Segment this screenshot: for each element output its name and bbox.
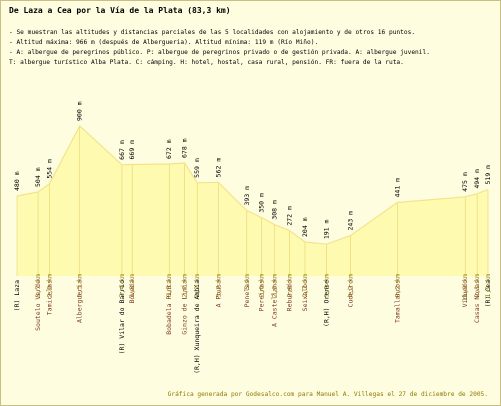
- distance-label: 2,6 km: [286, 274, 294, 298]
- distance-label: 3,7 km: [214, 274, 222, 298]
- distance-label: 11,9 km: [461, 274, 469, 301]
- place-label: (R) Laza: [13, 280, 21, 311]
- altitude-label: 480 m: [13, 171, 21, 191]
- notes-block: - Se muestran las altitudes y distancias…: [9, 28, 495, 68]
- distance-label: 1,9 km: [484, 274, 492, 298]
- place-label: Seixalbo: [301, 280, 309, 311]
- altitude-label: 350 m: [258, 193, 266, 213]
- place-label: Ginzo de Limia: [181, 280, 189, 335]
- distance-label: 2,6 km: [258, 274, 266, 298]
- altitude-label: 204 m: [301, 217, 309, 237]
- distance-label: 3,7 km: [34, 274, 42, 298]
- place-label: (R,H) Orense: [323, 280, 331, 327]
- altitude-label: 441 m: [393, 178, 401, 198]
- altitude-label: 667 m: [118, 140, 126, 160]
- place-label: Tamallancos: [393, 280, 401, 323]
- altitude-label: 494 m: [473, 169, 481, 189]
- place-label: Viduedo: [461, 280, 469, 307]
- place-label: Bóveda: [128, 280, 136, 304]
- distance-label: 1,8 km: [128, 274, 136, 298]
- place-label: Bobadela Pinta: [165, 280, 173, 335]
- note-line: - Se muestran las altitudes y distancias…: [9, 29, 416, 36]
- chart-title: De Laza a Cea por la Vía de la Plata (83…: [9, 6, 231, 15]
- distance-label: 7,4 km: [118, 274, 126, 298]
- distance-label: 6,5 km: [165, 274, 173, 298]
- note-line: - Altitud máxima: 966 m (después de Albe…: [9, 39, 319, 46]
- place-label: (R) Cea: [484, 280, 492, 307]
- altitude-label: 519 m: [484, 165, 492, 185]
- place-label: Pereiras: [258, 280, 266, 311]
- place-label: Cudeiro: [347, 280, 355, 307]
- note-line: T: albergue turístico Alba Plata. C: cám…: [9, 59, 404, 66]
- place-label: A Pousa: [214, 280, 222, 307]
- distance-label: 2,7 km: [301, 274, 309, 298]
- altitude-label: 900 m: [76, 101, 84, 121]
- distance-label: 5 km: [243, 274, 251, 290]
- distance-label: 4,2 km: [347, 274, 355, 298]
- place-label: Albergueria: [76, 280, 84, 323]
- place-label: Soutelo Verde: [34, 280, 42, 331]
- altitude-label: 191 m: [323, 220, 331, 240]
- distance-label: 2,7 km: [181, 274, 189, 298]
- place-label: Tamicelas: [46, 280, 54, 315]
- footer-credit: Gráfica generada por Godesalco.com para …: [167, 391, 488, 398]
- altitude-label: 669 m: [128, 140, 136, 160]
- altitude-label: 678 m: [181, 138, 189, 158]
- place-label: Casas Novas: [473, 280, 481, 323]
- elevation-line: [16, 125, 489, 245]
- distance-label: 2,0 km: [46, 274, 54, 298]
- elevation-area: [17, 126, 488, 276]
- altitude-label: 272 m: [286, 206, 294, 226]
- altitude-label: 308 m: [271, 200, 279, 220]
- altitude-label: 504 m: [34, 167, 42, 187]
- distance-label: 3,8 km: [323, 274, 331, 298]
- altitude-label: 393 m: [243, 186, 251, 206]
- place-label: Penelas: [243, 280, 251, 307]
- place-label: Reburedo: [286, 280, 294, 311]
- altitude-label: 554 m: [46, 159, 54, 179]
- altitude-label: 562 m: [214, 158, 222, 178]
- distance-label: 2,2 km: [193, 274, 201, 298]
- place-label: (R) Vilar do Barrio: [118, 280, 126, 354]
- distance-label: 5,3 km: [76, 274, 84, 298]
- place-label: (R,H) Xunqueira de Ambía: [193, 280, 201, 374]
- note-line: - A: albergue de peregrinos público. P: …: [9, 49, 430, 56]
- distance-label: 2,3 km: [271, 274, 279, 298]
- altitude-label: 243 m: [347, 211, 355, 231]
- altitude-label: 672 m: [165, 139, 173, 159]
- altitude-label: 559 m: [193, 158, 201, 178]
- distance-label: 2,1 km: [473, 274, 481, 298]
- place-label: A Castellana: [271, 280, 279, 327]
- distance-label: 8,2 km: [393, 274, 401, 298]
- altitude-label: 475 m: [461, 172, 469, 192]
